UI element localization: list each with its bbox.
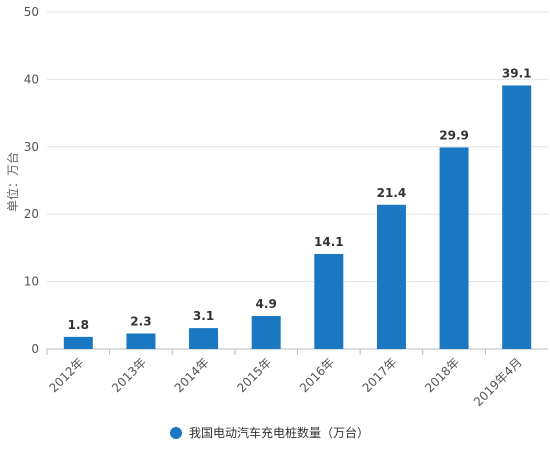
x-tick-label: 2017年 (360, 355, 400, 395)
bar (126, 333, 156, 349)
x-tick-label: 2013年 (109, 355, 149, 395)
x-axis-ticks: 2012年 2013年 2014年 2015年 2016年 2017年 2018年 2019年… (46, 349, 525, 409)
data-label: 14.1 (314, 235, 344, 249)
y-axis-ticks: 0 10 20 30 40 50 (24, 5, 39, 356)
bars (63, 85, 532, 349)
gridlines (47, 11, 548, 350)
bar (439, 147, 469, 349)
y-tick-label: 0 (31, 342, 39, 356)
bar (251, 315, 281, 349)
data-label: 2.3 (130, 314, 151, 328)
legend: 我国电动汽车充电桩数量（万台） (170, 425, 369, 440)
y-tick-label: 30 (24, 140, 39, 154)
data-label: 4.9 (256, 297, 277, 311)
bar (63, 336, 93, 349)
y-tick-label: 50 (24, 5, 39, 19)
y-axis-title: 单位：万台 (5, 152, 20, 212)
x-tick-label: 2014年 (172, 355, 212, 395)
bar (376, 204, 406, 349)
data-label: 1.8 (68, 318, 89, 332)
x-tick-label: 2015年 (234, 355, 274, 395)
data-label: 29.9 (439, 128, 469, 142)
x-tick-label: 2012年 (46, 355, 86, 395)
y-tick-label: 40 (24, 72, 39, 86)
data-label: 21.4 (377, 186, 407, 200)
data-labels: 1.8 2.3 3.1 4.9 14.1 21.4 29.9 39.1 (68, 66, 532, 331)
data-label: 39.1 (502, 66, 532, 80)
bar (314, 253, 344, 349)
y-tick-label: 10 (24, 275, 39, 289)
data-label: 3.1 (193, 309, 214, 323)
x-tick-label: 2019年4月 (471, 355, 525, 409)
bar (189, 328, 219, 349)
legend-label: 我国电动汽车充电桩数量（万台） (189, 425, 369, 440)
x-tick-label: 2018年 (422, 355, 462, 395)
bar (502, 85, 532, 349)
legend-marker (170, 427, 182, 439)
x-tick-label: 2016年 (297, 355, 337, 395)
y-tick-label: 20 (24, 207, 39, 221)
